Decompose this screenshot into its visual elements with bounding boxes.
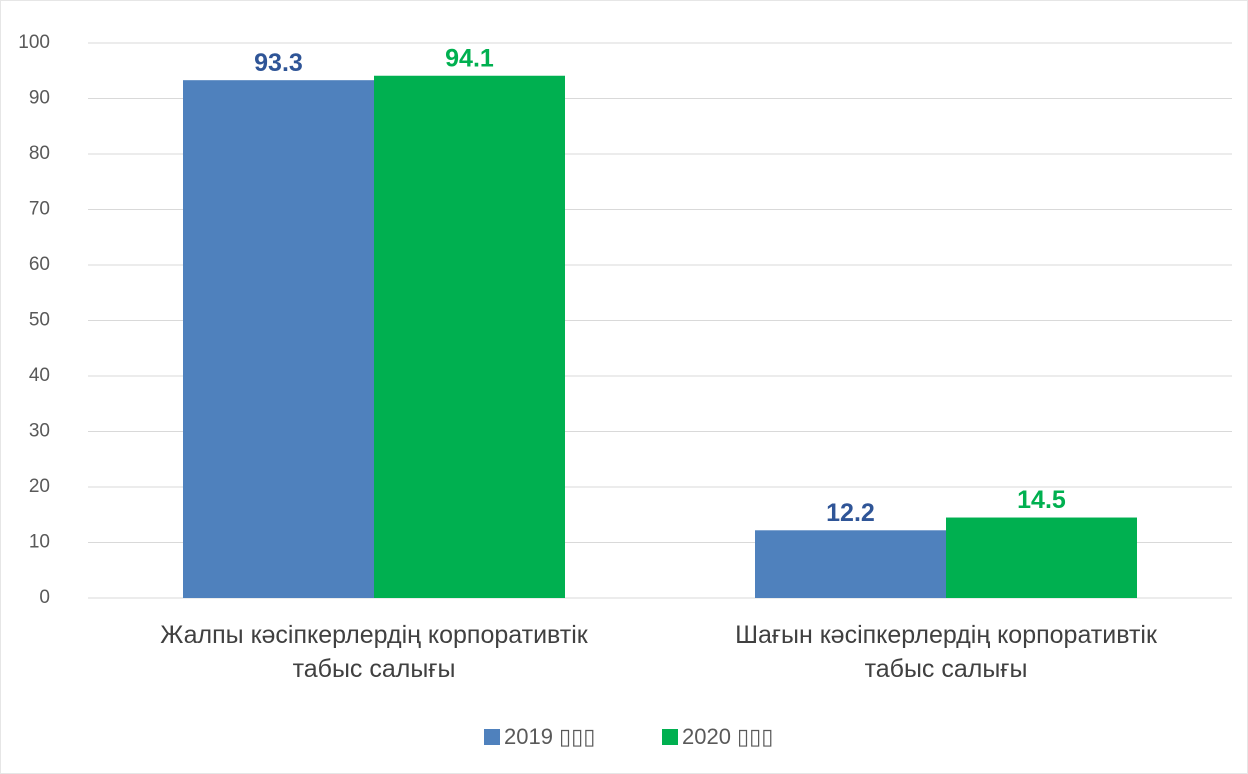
y-tick-label: 90 (29, 88, 50, 109)
value-label: 12.2 (826, 499, 875, 527)
bar (374, 75, 565, 599)
y-tick-label: 10 (29, 532, 50, 553)
y-tick-label: 30 (29, 421, 50, 442)
y-tick-label: 50 (29, 310, 50, 331)
value-label: 94.1 (445, 44, 494, 72)
bar (946, 517, 1137, 598)
value-label: 14.5 (1017, 486, 1066, 514)
bar (183, 80, 374, 598)
x-tick-label: Жалпы кәсіпкерлердің корпоративтік табыс… (160, 621, 588, 683)
y-tick-label: 40 (29, 365, 50, 386)
legend-label: 2020 ▯▯▯ (682, 724, 773, 749)
bar (755, 530, 946, 598)
y-tick-label: 0 (39, 587, 50, 608)
x-tick-label: Шағын кәсіпкерлердің корпоративтік табыс… (735, 621, 1157, 683)
y-tick-label: 100 (18, 32, 50, 53)
y-tick-label: 60 (29, 254, 50, 275)
value-label: 93.3 (254, 49, 303, 77)
legend-label: 2019 ▯▯▯ (504, 724, 595, 749)
y-tick-label: 80 (29, 143, 50, 164)
legend-swatch (662, 729, 678, 745)
legend-swatch (484, 729, 500, 745)
y-tick-label: 20 (29, 476, 50, 497)
y-tick-label: 70 (29, 199, 50, 220)
